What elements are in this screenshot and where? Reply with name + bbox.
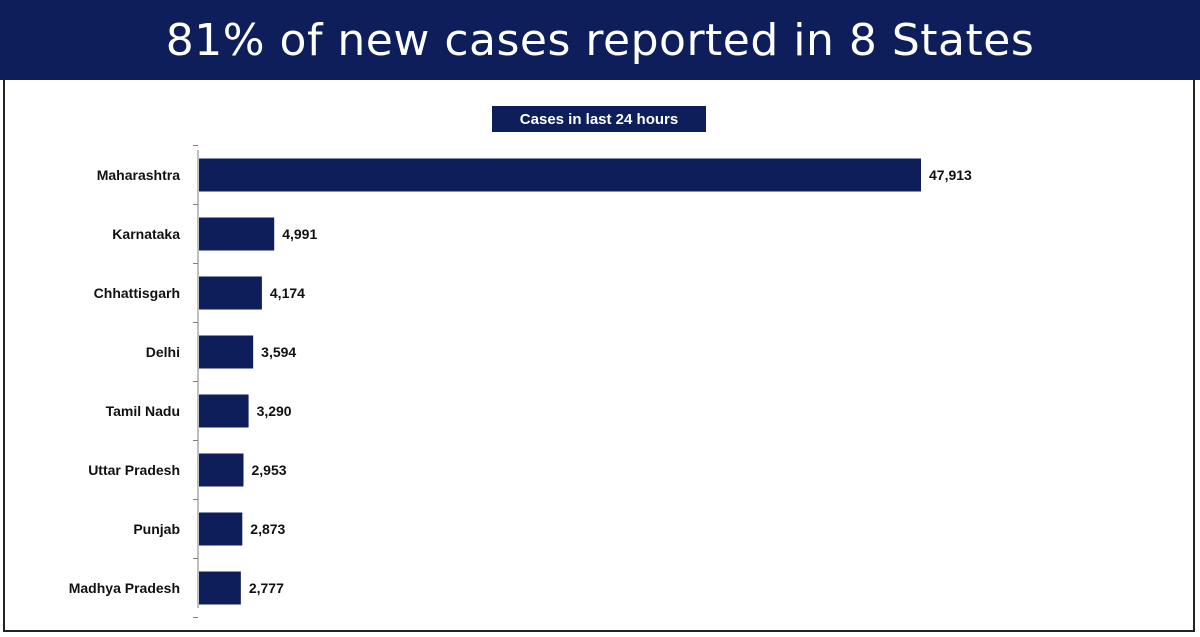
chart-title: Cases in last 24 hours <box>492 106 706 132</box>
chart-frame <box>3 80 1195 632</box>
category-label: Chhattisgarh <box>94 285 180 301</box>
bar-karnataka <box>199 217 275 251</box>
data-label: 3,290 <box>257 403 292 419</box>
bar-maharashtra <box>199 158 921 192</box>
data-label: 2,777 <box>249 580 284 596</box>
bar-punjab <box>199 512 243 546</box>
bar-delhi <box>199 335 254 369</box>
category-label: Delhi <box>146 344 180 360</box>
data-label: 4,174 <box>270 285 305 301</box>
data-label: 2,953 <box>251 462 286 478</box>
bar-uttar-pradesh <box>199 453 244 487</box>
category-label: Karnataka <box>112 226 180 242</box>
category-label: Tamil Nadu <box>106 403 180 419</box>
data-label: 4,991 <box>282 226 317 242</box>
page-title: 81% of new cases reported in 8 States <box>165 14 1035 66</box>
category-label: Uttar Pradesh <box>88 462 180 478</box>
data-label: 2,873 <box>250 521 285 537</box>
bar-chhattisgarh <box>199 276 262 310</box>
category-label: Maharashtra <box>97 167 180 183</box>
data-label: 47,913 <box>929 167 972 183</box>
bar-madhya-pradesh <box>199 571 241 605</box>
category-label: Madhya Pradesh <box>69 580 180 596</box>
data-label: 3,594 <box>261 344 296 360</box>
title-banner: 81% of new cases reported in 8 States <box>0 0 1200 80</box>
category-label: Punjab <box>133 521 180 537</box>
bar-tamil-nadu <box>199 394 249 428</box>
